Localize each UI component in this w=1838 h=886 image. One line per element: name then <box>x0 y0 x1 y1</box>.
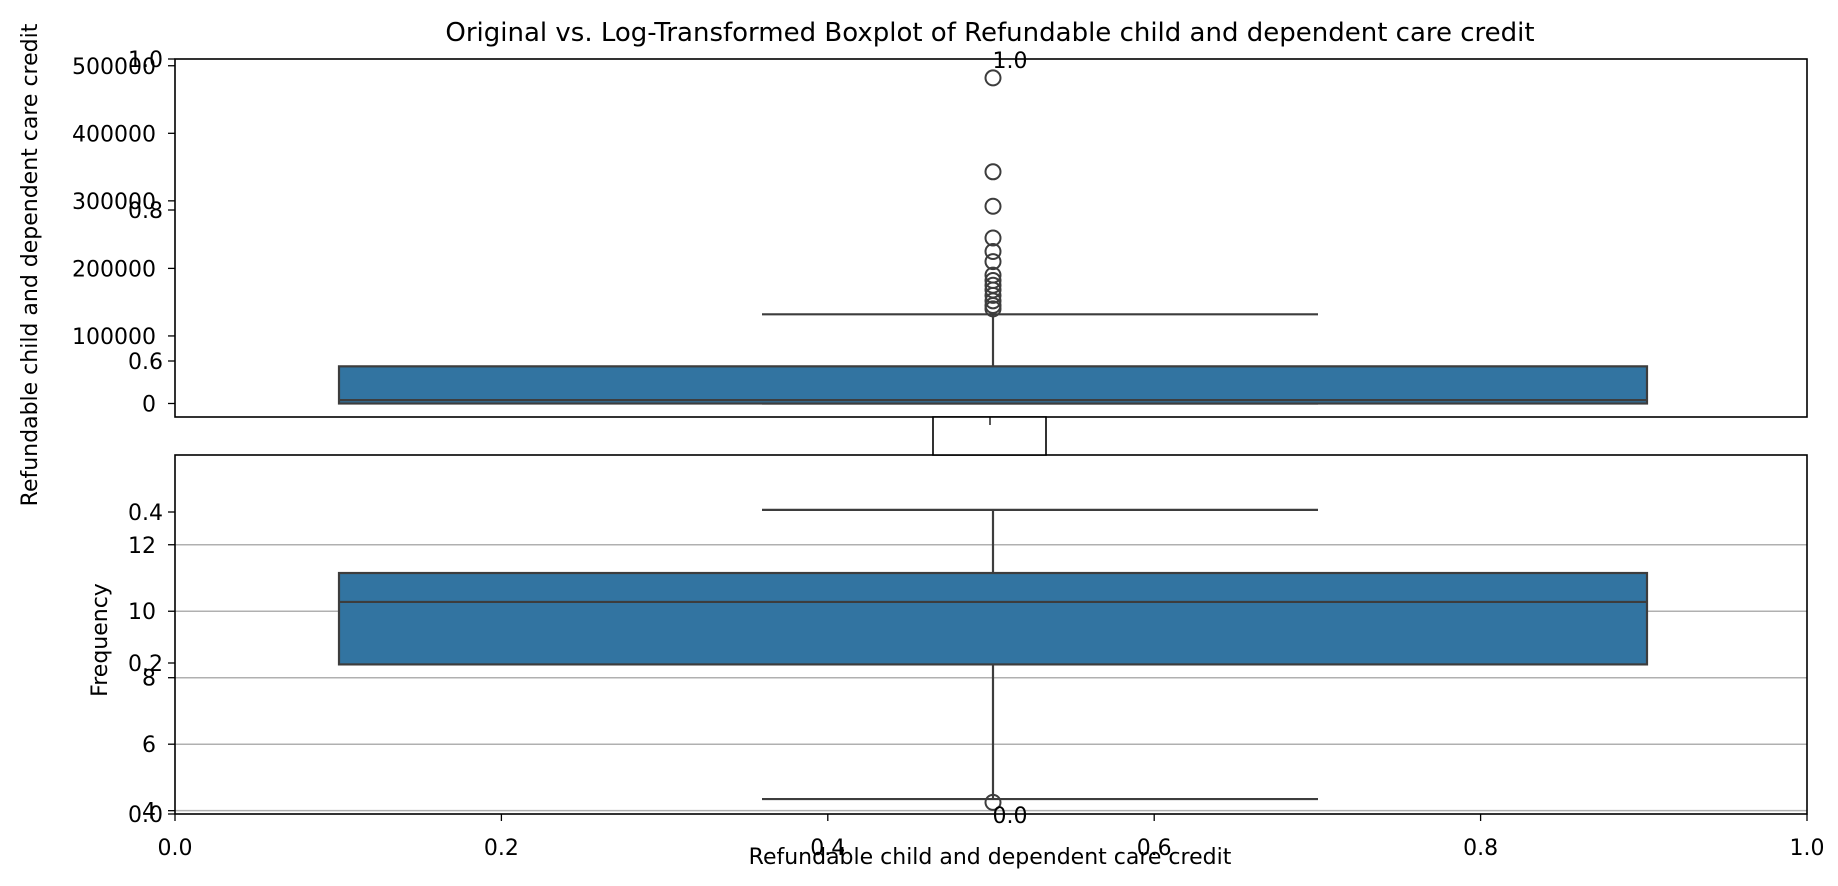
y-tick-label: 6 <box>142 733 156 758</box>
outlier-point <box>984 69 1002 87</box>
y-tick-label: 10 <box>128 600 156 625</box>
bg-y-tick-label: 1.0 <box>128 48 163 73</box>
background-axes: 0.0 0.2 0.4 0.6 0.8 1.0 0.0 0.2 0.4 0.6 0.8 1.0 <box>128 48 1825 861</box>
bg-x-tick-label: 0.4 <box>810 836 845 861</box>
inset-y-tick-label: 1.0 <box>993 49 1028 74</box>
y-tick-label: 8 <box>142 667 156 692</box>
log-boxplot-panel: 4 6 8 10 12 Frequency Refundable child and dep… <box>88 454 1808 870</box>
original-boxplot-panel: 0 100000 200000 300000 400000 500000 Refundabl… <box>18 23 1808 506</box>
outlier-point <box>984 272 1002 290</box>
x-axis-label: Refundable child and dependent care cred… <box>749 845 1232 870</box>
y-tick-label: 100000 <box>72 325 156 350</box>
y-tick-label: 400000 <box>72 122 156 147</box>
bg-x-tick-label: 0.2 <box>484 836 519 861</box>
y-tick-label: 4 <box>142 800 156 825</box>
outlier-point <box>984 253 1002 271</box>
y-tick-label: 500000 <box>72 55 156 80</box>
y-tick-label: 200000 <box>72 257 156 282</box>
y-axis-label: Frequency <box>88 583 113 697</box>
y-axis-label: Refundable child and dependent care cred… <box>18 23 43 506</box>
outlier-point <box>984 229 1002 247</box>
y-tick-label: 300000 <box>72 190 156 215</box>
bg-y-tick-label: 0.2 <box>128 652 163 677</box>
outlier-point <box>984 163 1002 181</box>
bg-x-tick-label: 0.8 <box>1463 836 1498 861</box>
bg-y-tick-label: 0.8 <box>128 199 163 224</box>
bg-y-tick-label: 0.0 <box>128 803 163 828</box>
box-iqr <box>337 571 1649 666</box>
panel-frame <box>174 58 1808 418</box>
inset-x-tick-label: 0.0 <box>993 804 1028 829</box>
bg-x-tick-label: 0.0 <box>158 836 193 861</box>
outlier-point <box>984 793 1002 811</box>
outlier-point <box>984 197 1002 215</box>
outlier-point <box>984 276 1002 294</box>
chart-title: Original vs. Log-Transformed Boxplot of … <box>445 18 1534 48</box>
bg-y-tick-label: 0.6 <box>128 350 163 375</box>
y-tick-label: 12 <box>128 534 156 559</box>
outlier-point <box>984 243 1002 261</box>
inset-axes: 1.0 0.0 <box>932 49 1047 829</box>
box-iqr <box>337 365 1649 405</box>
bg-x-tick-label: 0.6 <box>1137 836 1172 861</box>
bg-x-tick-label: 1.0 <box>1790 836 1825 861</box>
bg-y-tick-label: 0.4 <box>128 501 163 526</box>
y-tick-label: 0 <box>142 392 156 417</box>
outlier-point <box>984 266 1002 284</box>
